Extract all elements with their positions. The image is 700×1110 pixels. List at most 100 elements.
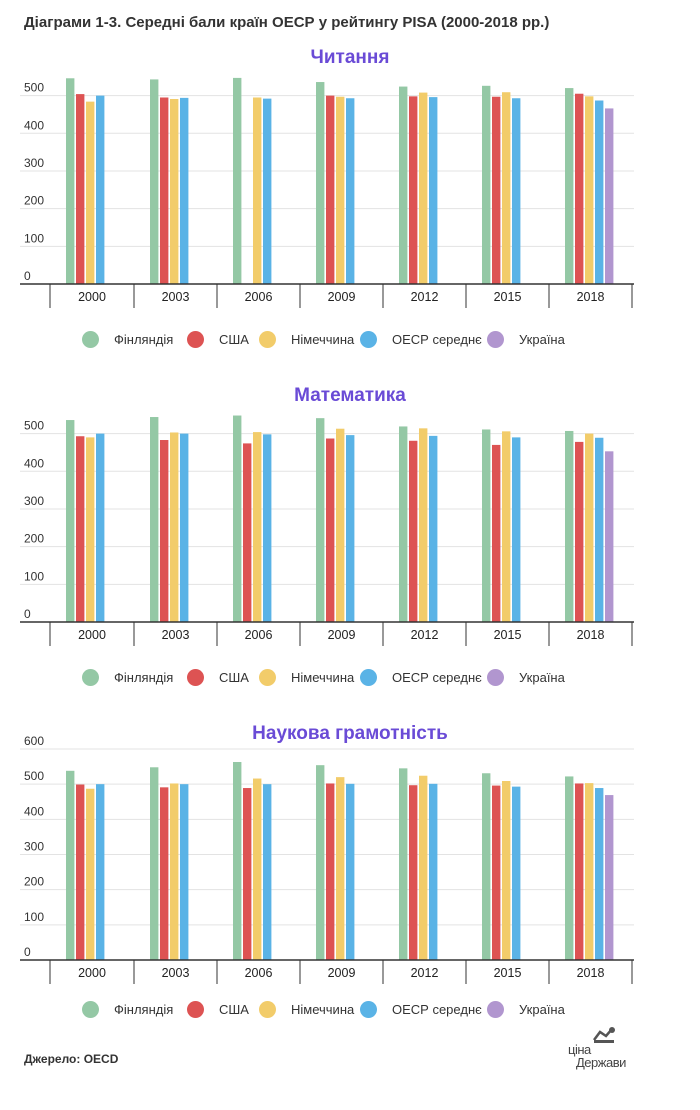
page-title: Діаграми 1-3. Середні бали країн ОЕСР у … [24, 14, 550, 31]
math-bar-ukraine-2018 [605, 451, 614, 622]
math-bar-finland-2009 [316, 418, 325, 622]
science-y-tick-label: 200 [24, 875, 44, 889]
science-bar-germany-2012 [419, 775, 428, 960]
math-x-tick-label: 2018 [577, 628, 605, 642]
math-bar-oecd-average-2000 [96, 433, 105, 622]
reading-legend: Фінляндія США Німеччина ОЕСР середнє Україна [0, 331, 700, 353]
legend-label-usa: США [219, 1002, 249, 1017]
reading-bar-oecd-average-2012 [429, 97, 438, 284]
math-y-tick-label: 0 [24, 607, 31, 621]
legend-label-ukraine: Україна [519, 1002, 565, 1017]
math-bar-usa-2000 [76, 436, 85, 622]
reading-bar-germany-2009 [336, 96, 345, 284]
math-bar-finland-2012 [399, 426, 408, 622]
math-y-tick-label: 500 [24, 419, 44, 433]
legend-swatch-finland [82, 1001, 99, 1018]
math-bar-finland-2018 [565, 430, 574, 622]
science-bar-finland-2012 [399, 768, 408, 960]
math-x-tick-label: 2015 [494, 628, 522, 642]
legend-swatch-ukraine [487, 1001, 504, 1018]
science-bar-usa-2000 [76, 784, 85, 960]
reading-y-tick-label: 500 [24, 81, 44, 95]
math-y-tick-label: 200 [24, 532, 44, 546]
reading-x-tick-label: 2015 [494, 290, 522, 304]
science-x-tick-label: 2012 [411, 966, 439, 980]
legend-swatch-finland [82, 669, 99, 686]
reading-bar-oecd-average-2009 [346, 98, 355, 284]
science-y-tick-label: 0 [24, 945, 31, 959]
reading-bar-usa-2003 [160, 97, 169, 284]
reading-bar-usa-2015 [492, 96, 501, 284]
legend-item-oecd-average: ОЕСР середнє [360, 669, 482, 686]
science-bar-finland-2018 [565, 776, 574, 960]
reading-bar-germany-2000 [86, 101, 95, 284]
science-legend: Фінляндія США Німеччина ОЕСР середнє Україна [0, 1001, 700, 1023]
math-bar-usa-2012 [409, 440, 418, 622]
science-bar-oecd-average-2012 [429, 783, 438, 960]
legend-label-finland: Фінляндія [114, 670, 174, 685]
reading-y-tick-label: 100 [24, 231, 44, 245]
legend-label-oecd-average: ОЕСР середнє [392, 1002, 482, 1017]
legend-label-finland: Фінляндія [114, 332, 174, 347]
legend-label-ukraine: Україна [519, 670, 565, 685]
science-bar-germany-2018 [585, 783, 594, 960]
science-bar-oecd-average-2009 [346, 783, 355, 960]
science-x-tick-label: 2006 [245, 966, 273, 980]
legend-swatch-usa [187, 669, 204, 686]
math-x-tick-label: 2012 [411, 628, 439, 642]
science-bar-finland-2009 [316, 765, 325, 960]
legend-item-ukraine: Україна [487, 669, 565, 686]
math-bar-finland-2003 [150, 417, 159, 622]
reading-bar-usa-2000 [76, 94, 85, 284]
reading-bar-usa-2009 [326, 95, 335, 284]
math-bar-oecd-average-2009 [346, 435, 355, 622]
reading-x-tick-label: 2003 [162, 290, 190, 304]
science-bar-finland-2000 [66, 770, 75, 960]
legend-swatch-germany [259, 669, 276, 686]
science-y-tick-label: 300 [24, 840, 44, 854]
science-bar-finland-2015 [482, 773, 491, 960]
legend-label-usa: США [219, 332, 249, 347]
math-bar-germany-2006 [253, 432, 262, 622]
legend-swatch-oecd-average [360, 331, 377, 348]
reading-chart: Читання 0 100 200 300 400 500 2000 2003 2006 2009 2… [0, 40, 700, 312]
legend-swatch-usa [187, 331, 204, 348]
math-bar-oecd-average-2006 [263, 434, 272, 622]
science-bar-usa-2018 [575, 783, 584, 960]
reading-bar-finland-2018 [565, 88, 574, 284]
math-bar-oecd-average-2015 [512, 437, 521, 622]
math-x-tick-label: 2003 [162, 628, 190, 642]
legend-label-usa: США [219, 670, 249, 685]
math-chart-svg: Математика 0 100 200 300 400 500 2000 2003 2006 20… [20, 385, 634, 646]
reading-bar-finland-2000 [66, 78, 75, 285]
reading-x-tick-label: 2006 [245, 290, 273, 304]
legend-item-usa: США [187, 331, 249, 348]
science-bar-finland-2006 [233, 762, 242, 960]
science-y-tick-label: 500 [24, 769, 44, 783]
science-chart: Наукова грамотність 0 100 200 300 400 500 600 20… [0, 716, 700, 988]
science-chart-title: Наукова грамотність [252, 723, 448, 744]
logo-icon [593, 1027, 615, 1043]
legend-swatch-oecd-average [360, 1001, 377, 1018]
legend-label-germany: Німеччина [291, 1002, 355, 1017]
math-y-tick-label: 400 [24, 456, 44, 470]
science-bar-oecd-average-2003 [180, 784, 189, 960]
reading-bar-finland-2012 [399, 86, 408, 284]
math-bar-germany-2015 [502, 431, 511, 622]
science-bar-oecd-average-2018 [595, 788, 604, 960]
reading-bar-usa-2012 [409, 96, 418, 284]
logo-text-2: Держави [576, 1055, 626, 1070]
science-y-tick-label: 600 [24, 734, 44, 748]
legend-item-germany: Німеччина [259, 331, 354, 348]
math-bar-usa-2003 [160, 440, 169, 622]
legend-label-germany: Німеччина [291, 332, 355, 347]
legend-swatch-germany [259, 1001, 276, 1018]
reading-x-tick-label: 2000 [78, 290, 106, 304]
reading-bar-germany-2018 [585, 96, 594, 284]
math-bar-usa-2018 [575, 441, 584, 622]
legend-item-ukraine: Україна [487, 1001, 565, 1018]
legend-item-germany: Німеччина [259, 1001, 354, 1018]
science-bar-usa-2009 [326, 783, 335, 960]
legend-label-oecd-average: ОЕСР середнє [392, 670, 482, 685]
science-bar-germany-2015 [502, 781, 511, 960]
